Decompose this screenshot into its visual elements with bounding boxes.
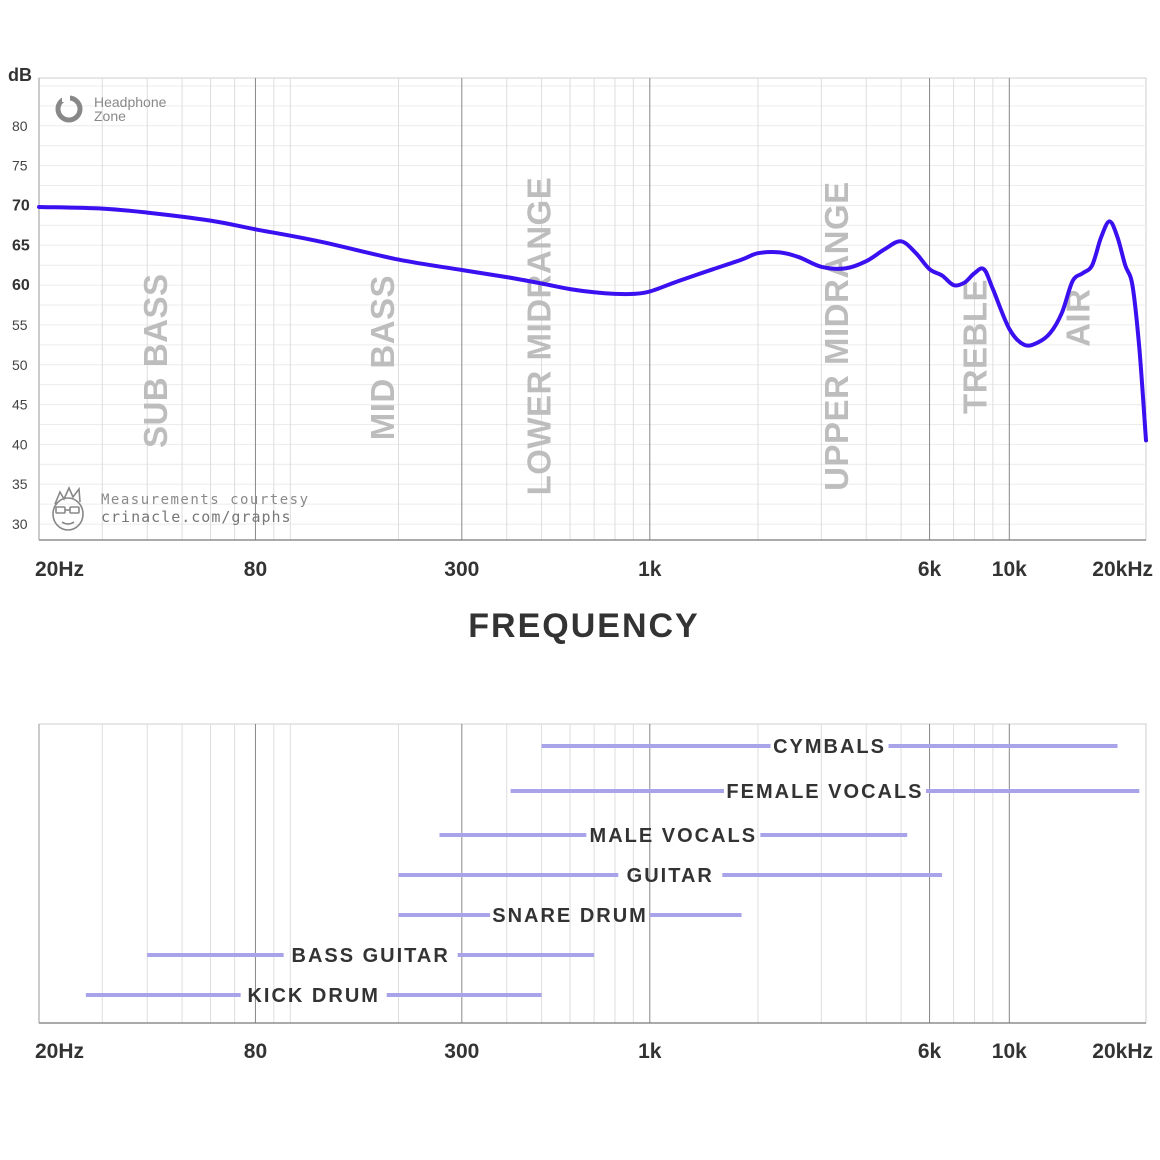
y-tick-label: 55 <box>12 317 28 333</box>
measurement-credit: Measurements courtesy crinacle.com/graph… <box>52 486 310 531</box>
x-tick-label: 1k <box>638 558 662 581</box>
band-label: SUB BASS <box>137 274 174 449</box>
instrument-label: FEMALE VOCALS <box>726 781 923 803</box>
instrument-label: CYMBALS <box>773 736 886 758</box>
y-tick-label: 50 <box>12 357 28 373</box>
y-tick-label: 70 <box>12 197 30 214</box>
instrument-range: BASS GUITAR <box>147 945 595 967</box>
response-curve-layer <box>37 205 1148 443</box>
band-label: TREBLE <box>956 279 993 414</box>
y-tick-label: 75 <box>12 158 28 174</box>
x-tick-label: 80 <box>244 1040 267 1063</box>
instrument-label: BASS GUITAR <box>292 945 450 967</box>
x-tick-label: 300 <box>444 1040 479 1063</box>
y-tick-label: 30 <box>12 516 28 532</box>
x-tick-label: 80 <box>244 558 267 581</box>
x-tick-label: 20Hz <box>35 1040 84 1063</box>
band-label: UPPER MIDRANGE <box>818 181 855 491</box>
logo-line-2: Zone <box>94 108 126 124</box>
x-tick-label: 20kHz <box>1092 558 1153 581</box>
instrument-range: MALE VOCALS <box>439 825 908 847</box>
instrument-label: MALE VOCALS <box>590 825 758 847</box>
x-tick-label: 20kHz <box>1092 1040 1153 1063</box>
band-label: LOWER MIDRANGE <box>520 177 557 496</box>
instrument-range: KICK DRUM <box>85 985 542 1007</box>
x-tick-label: 6k <box>918 1040 942 1063</box>
band-labels: SUB BASS MID BASS LOWER MIDRANGE UPPER MIDR… <box>137 177 1097 496</box>
y-tick-label: 35 <box>12 476 28 492</box>
top-chart-grid <box>38 77 1147 541</box>
credit-line-2: crinacle.com/graphs <box>101 508 292 526</box>
instrument-label: GUITAR <box>627 865 714 887</box>
y-tick-label: 45 <box>12 397 28 413</box>
plot-frame <box>38 77 1147 541</box>
y-tick-label: 65 <box>12 237 30 254</box>
band-label: MID BASS <box>364 275 401 440</box>
y-tick-label: 80 <box>12 118 28 134</box>
instrument-range: GUITAR <box>398 865 943 887</box>
x-tick-label: 1k <box>638 1040 662 1063</box>
crinacle-mascot-icon <box>52 486 84 531</box>
x-tick-label: 300 <box>444 558 479 581</box>
x-tick-label: 10k <box>992 1040 1027 1063</box>
x-tick-label: 6k <box>918 558 942 581</box>
response-curve <box>37 205 1148 443</box>
instrument-ranges: CYMBALS FEMALE VOCALS MALE VOCALS GUITAR SNA… <box>85 736 1140 1007</box>
y-tick-label: 60 <box>12 277 30 294</box>
headphone-zone-logo: Headphone Zone <box>55 94 167 124</box>
x-tick-label: 10k <box>992 558 1027 581</box>
instrument-label: KICK DRUM <box>247 985 379 1007</box>
x-tick-labels-top: 20Hz 80 300 1k 6k 10k 20kHz <box>35 558 1153 581</box>
y-tick-labels: 30 35 40 45 50 55 60 65 70 75 80 <box>12 118 30 532</box>
x-tick-labels-bottom: 20Hz 80 300 1k 6k 10k 20kHz <box>35 1040 1153 1063</box>
logo-line-1: Headphone <box>94 94 167 110</box>
x-axis-label: FREQUENCY <box>468 607 699 645</box>
instrument-range: SNARE DRUM <box>398 905 742 927</box>
y-axis-label: dB <box>8 65 32 85</box>
credit-line-1: Measurements courtesy <box>101 492 310 508</box>
instrument-range: FEMALE VOCALS <box>510 781 1140 803</box>
instrument-label: SNARE DRUM <box>492 905 648 927</box>
x-tick-label: 20Hz <box>35 558 84 581</box>
y-tick-label: 40 <box>12 436 28 452</box>
instrument-range: CYMBALS <box>541 736 1118 758</box>
